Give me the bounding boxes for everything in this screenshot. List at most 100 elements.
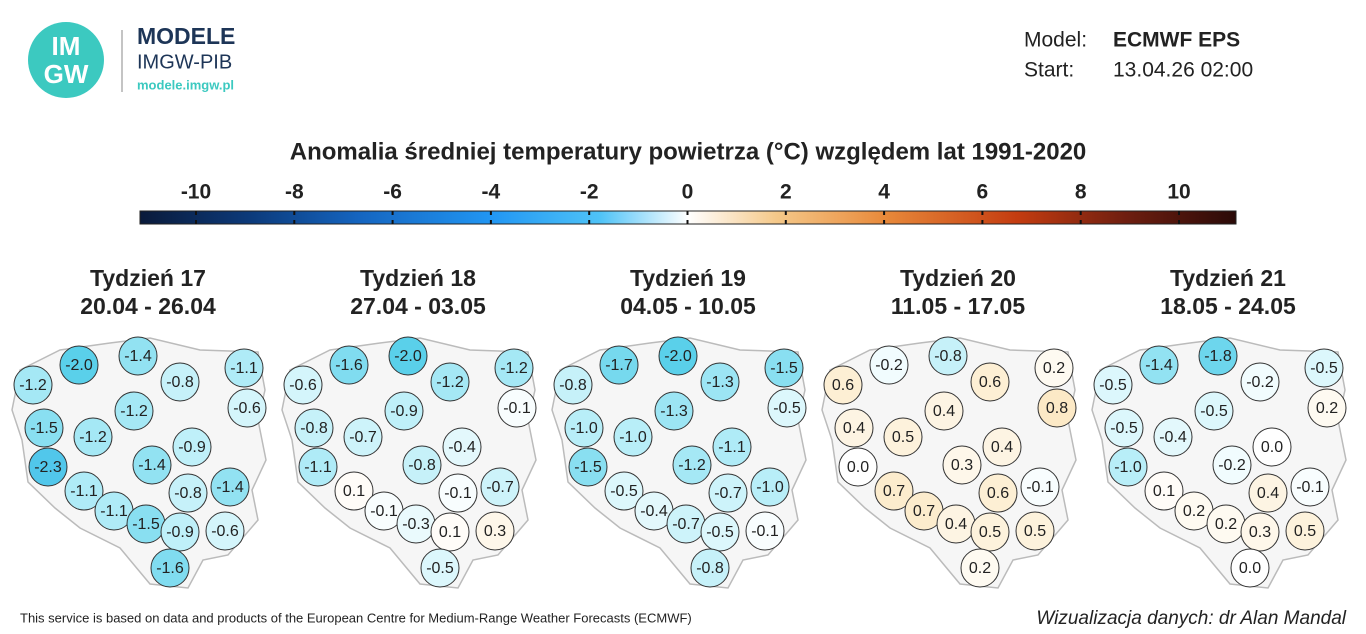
colorbar-tick-label: -4 [482, 181, 501, 204]
station-circle [160, 512, 200, 552]
station-value: -1.2 [19, 377, 47, 394]
station-value: 0.7 [913, 503, 935, 520]
station-value: 0.2 [1183, 503, 1205, 520]
station-value: 0.1 [439, 524, 461, 541]
station-value: -1.1 [304, 459, 332, 476]
map-dates: 20.04 - 26.04 [80, 293, 216, 319]
station-value: -0.2 [1246, 374, 1274, 391]
station-circle [700, 362, 740, 402]
station-circle [497, 388, 537, 428]
station-circle [928, 336, 968, 376]
station-circle [1037, 388, 1077, 428]
station-circle [150, 548, 190, 588]
station-circle [283, 365, 323, 405]
station-circle [430, 512, 470, 552]
station-value: -0.9 [390, 403, 418, 420]
station-circle [438, 473, 478, 513]
station-circle [64, 471, 104, 511]
station-circle [658, 336, 698, 376]
station-circle [654, 391, 694, 431]
station-circle [172, 427, 212, 467]
station-circle [745, 511, 785, 551]
station-circle [712, 427, 752, 467]
station-value: -2.0 [394, 348, 422, 365]
station-value: -1.5 [30, 420, 58, 437]
station-circle [1307, 388, 1347, 428]
footer-credit: Wizualizacja danych: dr Alan Mandal [1036, 608, 1346, 629]
station-circle [343, 417, 383, 457]
station-value: -0.8 [300, 420, 328, 437]
station-value: -0.1 [1296, 479, 1324, 496]
station-circle [420, 548, 460, 588]
station-value: 0.2 [1316, 400, 1338, 417]
station-value: 0.5 [892, 429, 914, 446]
station-circle [970, 512, 1010, 552]
station-value: 0.8 [1046, 400, 1068, 417]
station-circle [568, 447, 608, 487]
station-value: -1.4 [124, 348, 152, 365]
map-title: Tydzień 18 [360, 265, 476, 291]
station-value: -1.0 [1114, 459, 1142, 476]
station-circle [160, 362, 200, 402]
station-value: -0.6 [289, 377, 317, 394]
station-circle [1194, 391, 1234, 431]
station-value: 0.0 [1261, 439, 1283, 456]
station-value: 0.5 [1024, 523, 1046, 540]
station-value: -0.1 [751, 523, 779, 540]
station-value: 0.5 [1294, 523, 1316, 540]
map-title: Tydzień 17 [90, 265, 206, 291]
station-value: 0.3 [1249, 524, 1271, 541]
station-value: -0.7 [714, 485, 742, 502]
colorbar-tick-label: 4 [878, 181, 890, 204]
station-value: -1.4 [138, 457, 166, 474]
station-circle [869, 345, 909, 385]
station-value: -0.8 [174, 485, 202, 502]
station-value: 0.2 [969, 560, 991, 577]
map-dates: 27.04 - 03.05 [350, 293, 486, 319]
map-dates: 04.05 - 10.05 [620, 293, 756, 319]
station-value: -1.2 [120, 403, 148, 420]
station-circle [205, 511, 245, 551]
station-circle [475, 511, 515, 551]
station-circle [613, 417, 653, 457]
station-value: 0.4 [933, 403, 955, 420]
station-circle [28, 447, 68, 487]
station-value: 0.6 [987, 485, 1009, 502]
station-value: -0.2 [875, 357, 903, 374]
station-value: -0.8 [408, 457, 436, 474]
station-value: -2.0 [664, 348, 692, 365]
station-circle [334, 471, 374, 511]
map-title: Tydzień 20 [900, 265, 1016, 291]
station-value: -0.4 [448, 439, 476, 456]
station-circle [132, 445, 172, 485]
station-circle [329, 345, 369, 385]
colorbar-tick-label: -6 [383, 181, 402, 204]
station-circle [564, 408, 604, 448]
station-circle [1290, 467, 1330, 507]
station-value: -0.5 [610, 483, 638, 500]
station-circle [1240, 512, 1280, 552]
footer-source: This service is based on data and produc… [20, 610, 692, 625]
station-circle [604, 471, 644, 511]
station-value: -1.1 [100, 503, 128, 520]
station-value: -0.5 [1099, 377, 1127, 394]
station-value: -1.1 [718, 439, 746, 456]
station-circle [982, 427, 1022, 467]
station-value: 0.1 [343, 483, 365, 500]
station-value: 0.4 [991, 439, 1013, 456]
brand: MODELE [137, 23, 235, 49]
station-value: -0.2 [1218, 457, 1246, 474]
station-circle [430, 362, 470, 402]
station-circle [1034, 348, 1074, 388]
station-value: -0.8 [166, 374, 194, 391]
station-value: 0.1 [1153, 483, 1175, 500]
colorbar-tick-label: 10 [1167, 181, 1190, 204]
map-dates: 18.05 - 24.05 [1160, 293, 1296, 319]
station-value: -1.1 [70, 483, 98, 500]
station-circle [767, 388, 807, 428]
station-circle [1104, 408, 1144, 448]
station-circle [1139, 345, 1179, 385]
station-circle [298, 447, 338, 487]
colorbar-tick-label: 0 [682, 181, 694, 204]
